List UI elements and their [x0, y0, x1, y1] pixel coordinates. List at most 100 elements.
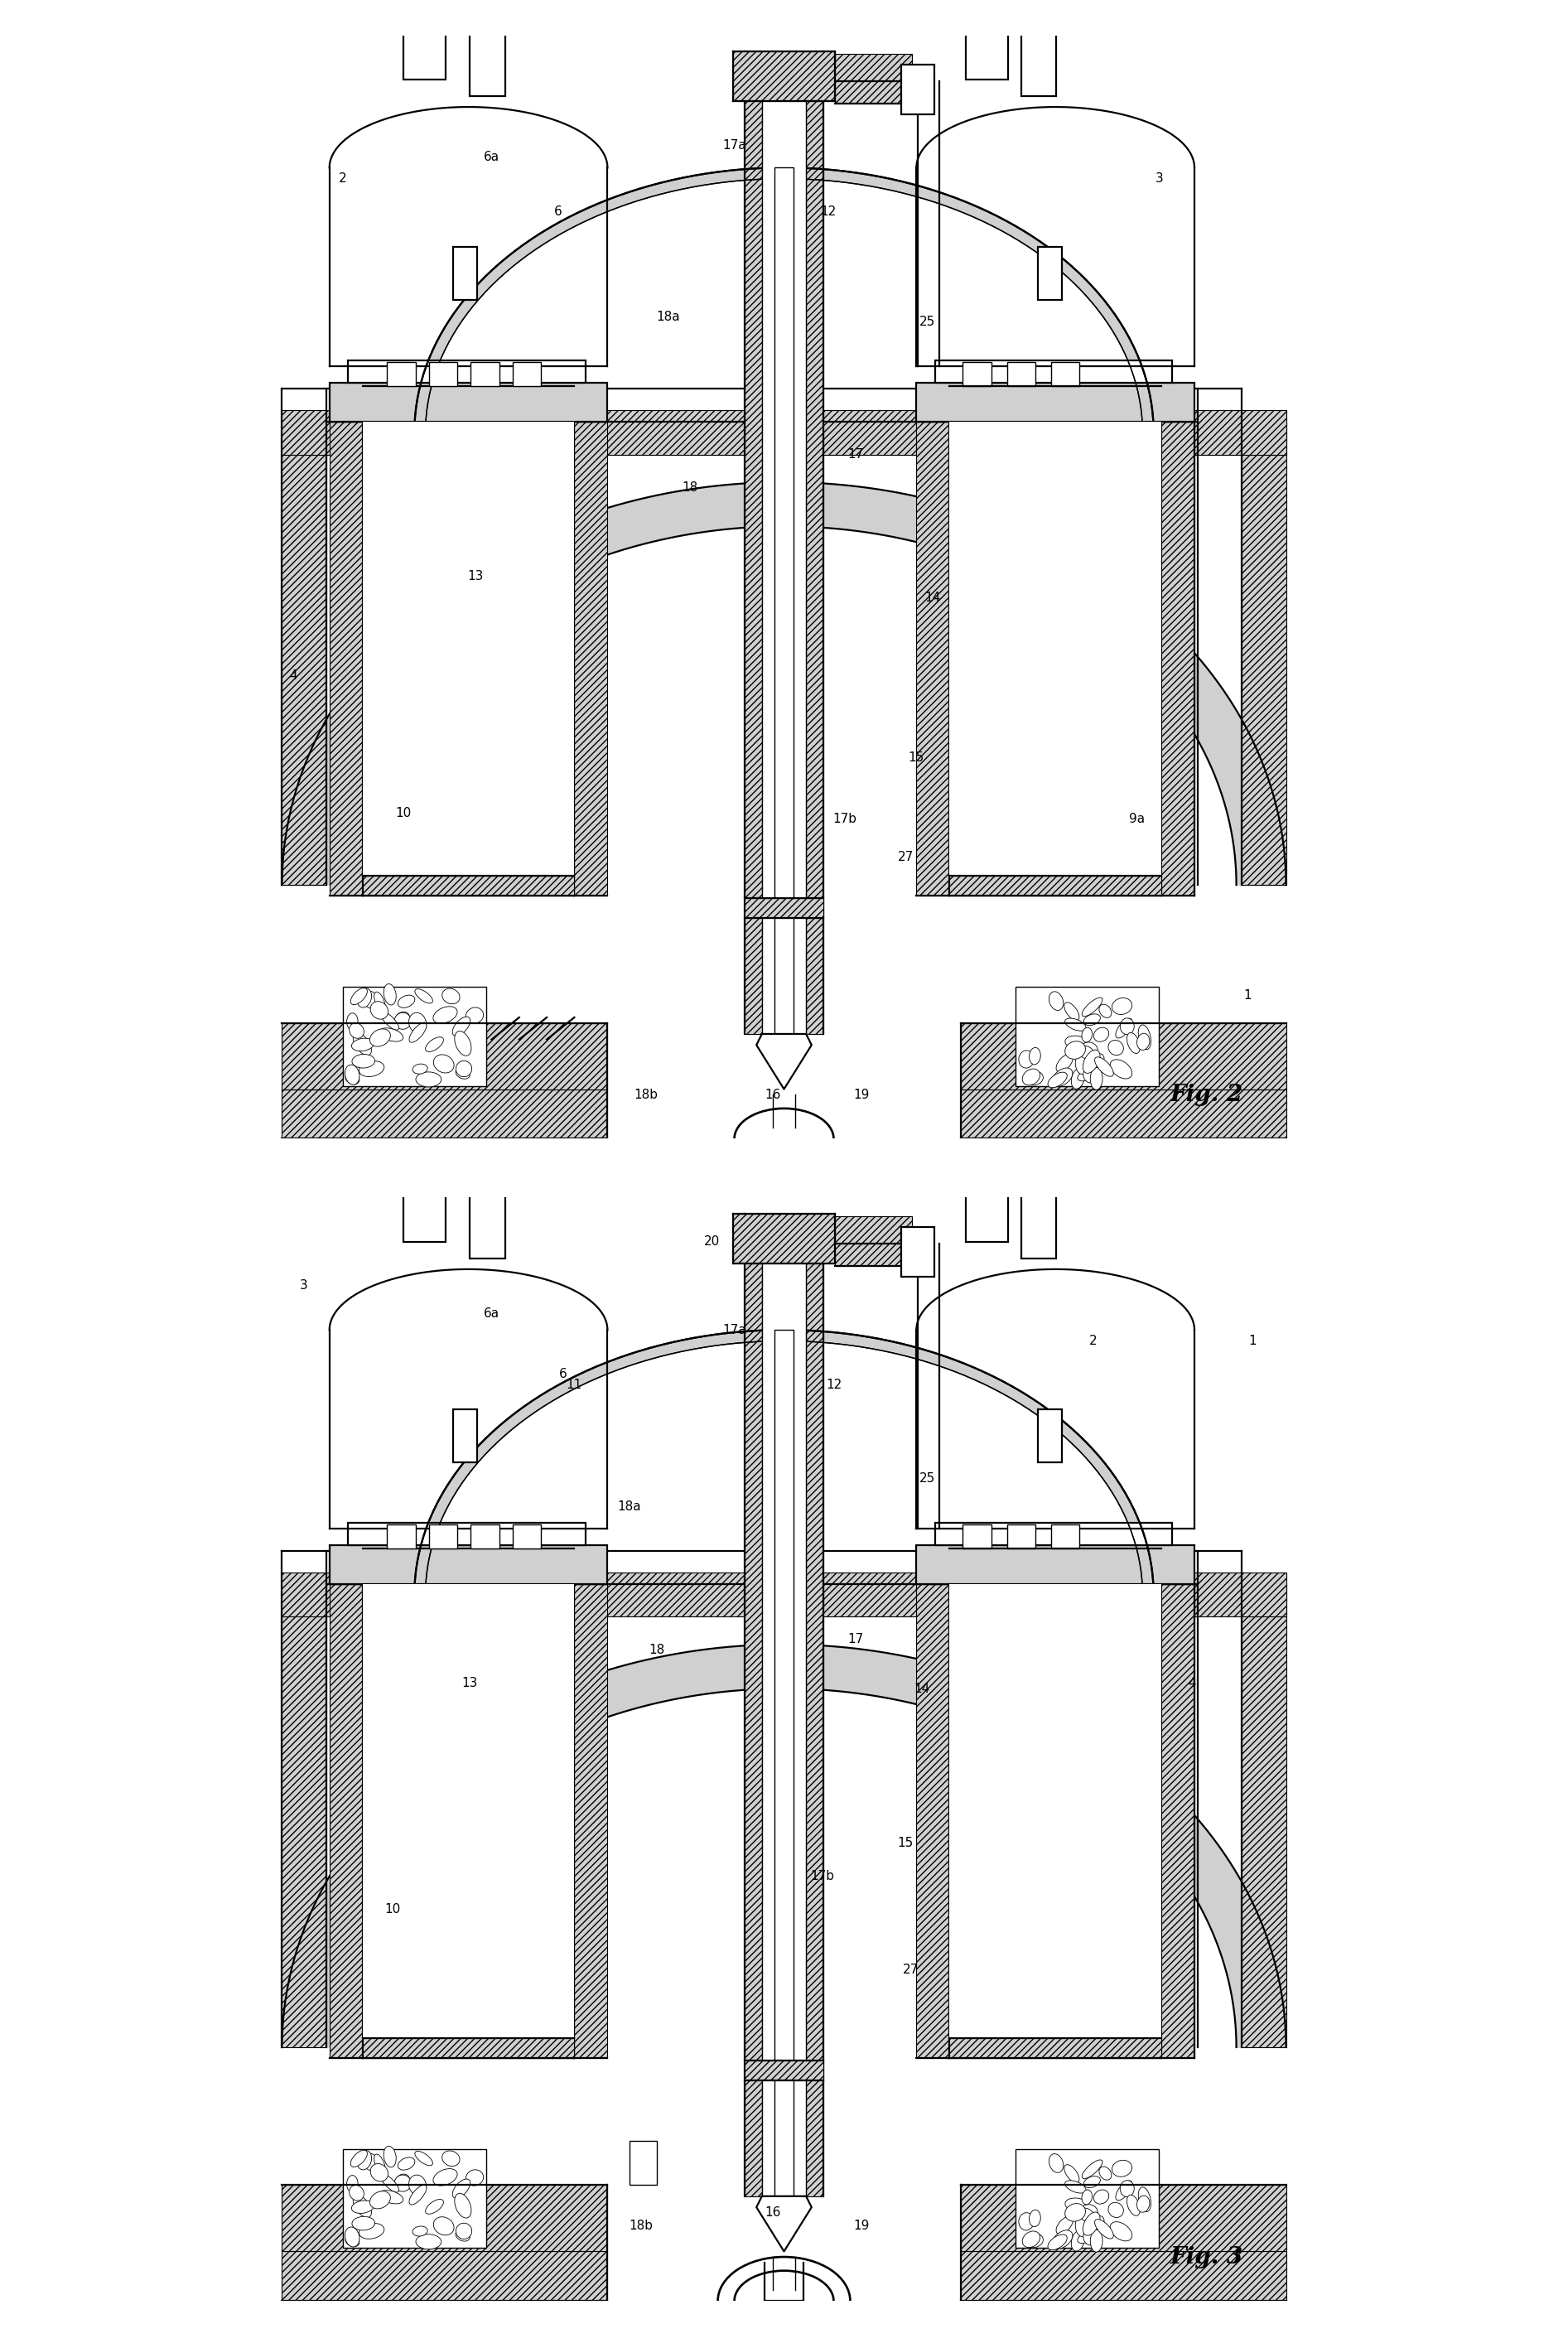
Bar [362, 423, 574, 897]
Bar [902, 66, 935, 115]
Ellipse shape [1083, 2212, 1101, 2235]
Ellipse shape [356, 2217, 368, 2235]
Ellipse shape [345, 1064, 359, 1085]
Text: 17a: 17a [723, 1324, 746, 1336]
Ellipse shape [1116, 1019, 1132, 1038]
Text: 1: 1 [1250, 1334, 1258, 1348]
Polygon shape [282, 481, 1286, 885]
Ellipse shape [466, 2170, 483, 2186]
Bar [282, 1024, 607, 1089]
Ellipse shape [442, 989, 459, 1005]
Ellipse shape [1065, 2198, 1088, 2212]
Text: 17b: 17b [833, 812, 856, 824]
Bar [916, 1545, 1195, 1583]
Text: 17: 17 [848, 1632, 864, 1646]
Bar [282, 2186, 607, 2252]
Bar [963, 1524, 991, 1547]
Ellipse shape [456, 2231, 470, 2242]
Ellipse shape [351, 989, 367, 1005]
Ellipse shape [358, 989, 372, 1007]
Ellipse shape [455, 2193, 472, 2219]
Bar [387, 362, 416, 385]
Ellipse shape [1137, 1033, 1149, 1050]
Text: 3: 3 [299, 1280, 307, 1291]
Bar [362, 423, 574, 897]
Text: 12: 12 [820, 207, 836, 218]
Ellipse shape [425, 1038, 444, 1052]
Ellipse shape [466, 1007, 483, 1024]
Ellipse shape [350, 1024, 364, 1038]
Ellipse shape [1047, 2235, 1068, 2249]
Bar [734, 1214, 834, 1263]
Text: 19: 19 [853, 1089, 869, 1101]
Ellipse shape [1052, 1068, 1073, 1087]
Bar [574, 423, 607, 897]
Ellipse shape [425, 2200, 444, 2214]
Text: 10: 10 [384, 1904, 400, 1916]
Ellipse shape [1079, 1045, 1094, 1059]
Ellipse shape [1052, 2231, 1073, 2249]
Bar [762, 1214, 806, 2195]
Bar [1242, 423, 1286, 885]
Ellipse shape [1093, 1054, 1104, 1068]
Text: 3: 3 [1156, 171, 1163, 185]
Bar [950, 2038, 1162, 2059]
Bar [332, 164, 605, 364]
Bar [362, 1583, 574, 2059]
Ellipse shape [455, 1031, 472, 1057]
Bar [282, 1583, 326, 2047]
Bar [806, 1214, 823, 2195]
Ellipse shape [416, 2235, 441, 2249]
Ellipse shape [453, 1017, 470, 1035]
Text: Fig. 2: Fig. 2 [1170, 1082, 1243, 1106]
Ellipse shape [1099, 2167, 1112, 2179]
Ellipse shape [384, 984, 397, 1005]
Ellipse shape [370, 1000, 389, 1019]
Bar [916, 1583, 950, 2059]
Bar [806, 52, 823, 1033]
Ellipse shape [358, 2151, 372, 2170]
Bar [950, 876, 1162, 897]
Ellipse shape [442, 2151, 459, 2167]
Bar [950, 1583, 1162, 2059]
Bar [775, 1329, 793, 2195]
Bar [1162, 423, 1195, 897]
Ellipse shape [1083, 1064, 1099, 1082]
Ellipse shape [1083, 2177, 1101, 2188]
Bar [961, 1024, 1286, 1089]
Ellipse shape [1082, 998, 1102, 1017]
Ellipse shape [381, 1012, 398, 1031]
Bar [1038, 1409, 1062, 1463]
Ellipse shape [1077, 1068, 1096, 1080]
Ellipse shape [1094, 1057, 1113, 1075]
Polygon shape [414, 1329, 1154, 1594]
Text: 25: 25 [919, 317, 936, 329]
Ellipse shape [379, 1028, 403, 1043]
Bar [453, 1409, 477, 1463]
Ellipse shape [347, 1012, 358, 1031]
Bar [935, 1524, 1173, 1545]
Text: 17a: 17a [723, 139, 746, 153]
Bar [469, 1181, 505, 1259]
Ellipse shape [1080, 2205, 1098, 2219]
Bar [329, 423, 362, 897]
Ellipse shape [362, 2153, 379, 2170]
Text: 27: 27 [897, 852, 913, 864]
Ellipse shape [353, 1033, 372, 1054]
Text: 18b: 18b [629, 2219, 652, 2233]
Text: 4: 4 [1189, 1676, 1196, 1688]
Ellipse shape [1049, 991, 1063, 1010]
Bar [329, 1545, 607, 1583]
Ellipse shape [1082, 1028, 1093, 1043]
Bar [470, 1524, 499, 1547]
Text: 19: 19 [853, 2219, 869, 2233]
Ellipse shape [1065, 1003, 1079, 1021]
Bar [329, 383, 607, 423]
Bar [348, 362, 585, 383]
Ellipse shape [433, 1054, 455, 1073]
Bar [282, 1573, 1286, 1618]
Text: 13: 13 [461, 1676, 478, 1688]
Bar [453, 247, 477, 301]
Ellipse shape [1093, 1028, 1109, 1043]
Text: 18: 18 [682, 481, 698, 493]
